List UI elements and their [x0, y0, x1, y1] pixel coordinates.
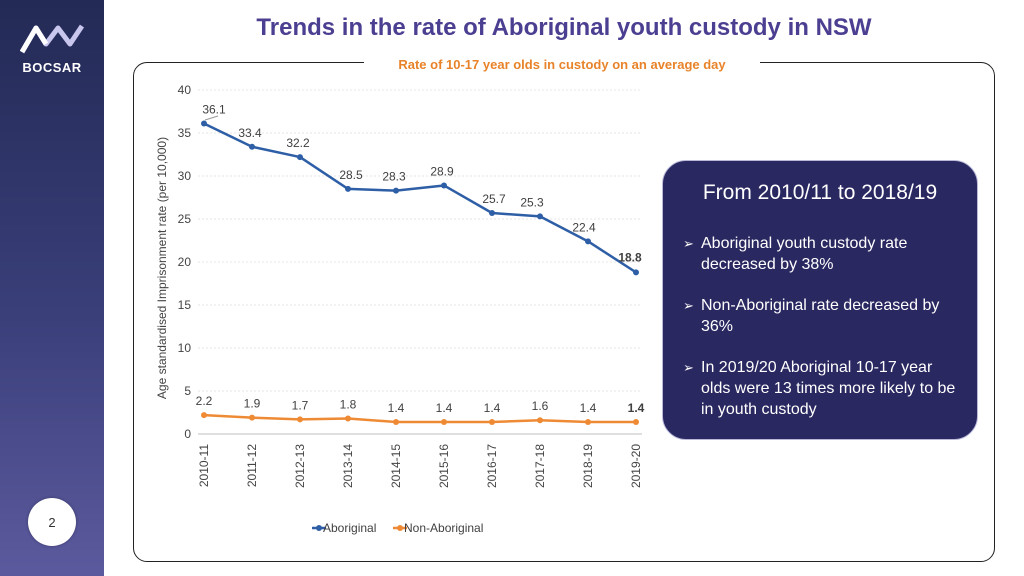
x-tick-label: 2018-19: [581, 444, 595, 488]
callout-heading: From 2010/11 to 2018/19: [702, 181, 938, 204]
data-label: 1.9: [244, 397, 261, 411]
data-point: [441, 182, 447, 189]
data-label: 22.4: [572, 220, 596, 234]
x-tick-label: 2010-11: [197, 444, 211, 487]
data-label: 18.8: [618, 250, 642, 264]
data-label: 36.1: [202, 103, 226, 117]
data-label: 2.2: [196, 394, 213, 408]
callout-list: ➢ Aboriginal youth custody rate decrease…: [683, 233, 963, 440]
sidebar: BOCSAR 2: [0, 0, 104, 576]
data-label: 25.7: [482, 192, 506, 206]
callout-bullet: ➢ In 2019/20 Aboriginal 10-17 year olds …: [683, 357, 963, 420]
series-line-0: [203, 122, 637, 274]
data-label: 1.4: [580, 401, 597, 415]
data-point: [249, 414, 255, 421]
data-label: 1.4: [388, 401, 405, 415]
y-tick-label: 30: [178, 169, 192, 183]
data-point: [537, 417, 543, 424]
legend-marker: [316, 525, 322, 531]
legend-label: Non-Aboriginal: [404, 521, 483, 535]
y-tick-label: 20: [178, 255, 192, 269]
data-label: 1.4: [436, 401, 453, 415]
data-label: 28.9: [430, 164, 454, 178]
y-tick-label: 10: [178, 341, 192, 355]
y-tick-label: 35: [178, 126, 192, 140]
page-number: 2: [28, 498, 76, 546]
x-tick-label: 2017-18: [533, 444, 547, 488]
data-point: [297, 416, 303, 423]
y-tick-label: 0: [184, 427, 191, 441]
data-label: 1.6: [532, 399, 549, 413]
callout-bullet: ➢ Non-Aboriginal rate decreased by 36%: [683, 295, 963, 337]
data-point: [393, 418, 399, 425]
data-point: [633, 418, 639, 425]
data-point: [393, 187, 399, 194]
data-label: 1.8: [340, 398, 357, 412]
data-label: 1.4: [484, 401, 501, 415]
data-point: [585, 418, 591, 425]
data-label: 1.7: [292, 398, 309, 412]
x-tick-label: 2019-20: [629, 444, 643, 488]
series-line-1: [203, 413, 636, 424]
data-point: [249, 143, 255, 150]
data-label: 1.4: [628, 401, 645, 415]
data-point: [489, 209, 495, 216]
callout-bullet: ➢ Aboriginal youth custody rate decrease…: [683, 233, 963, 275]
x-tick-label: 2016-17: [485, 444, 499, 488]
callout-bullet-text: Aboriginal youth custody rate decreased …: [701, 235, 908, 273]
y-axis-label: Age standardised Imprisonment rate (per …: [155, 137, 169, 399]
callout-bullet-text: In 2019/20 Aboriginal 10-17 year olds we…: [701, 359, 956, 418]
y-tick-label: 25: [178, 212, 192, 226]
data-point: [633, 269, 639, 276]
data-point: [345, 185, 351, 192]
x-tick-label: 2013-14: [341, 444, 355, 488]
x-tick-label: 2011-12: [245, 444, 259, 487]
logo-text: BOCSAR: [22, 60, 82, 75]
data-point: [201, 412, 207, 419]
data-point: [585, 238, 591, 245]
data-label: 28.3: [382, 170, 406, 184]
arrow-bullet-icon: ➢: [683, 360, 694, 375]
data-label: 33.4: [238, 126, 262, 140]
data-point: [441, 418, 447, 425]
legend-marker: [397, 525, 403, 531]
chart-subtitle: Rate of 10-17 year olds in custody on an…: [364, 57, 760, 72]
page-title: Trends in the rate of Aboriginal youth c…: [256, 14, 872, 41]
y-tick-label: 40: [178, 83, 192, 97]
y-tick-label: 15: [178, 298, 192, 312]
data-label: 28.5: [339, 168, 363, 182]
x-tick-label: 2012-13: [293, 444, 307, 488]
x-tick-label: 2014-15: [389, 444, 403, 488]
callout-bullet-text: Non-Aboriginal rate decreased by 36%: [701, 297, 940, 335]
data-point: [345, 415, 351, 422]
x-tick-label: 2015-16: [437, 444, 451, 488]
bocsar-logo-icon: [20, 24, 84, 54]
label-leader-line: [204, 115, 219, 121]
data-point: [297, 154, 303, 161]
data-point: [537, 213, 543, 220]
data-label: 25.3: [520, 195, 544, 209]
data-point: [201, 120, 207, 127]
legend-label: Aboriginal: [323, 521, 376, 535]
summary-callout: From 2010/11 to 2018/19 ➢ Aboriginal you…: [662, 160, 978, 440]
data-point: [489, 418, 495, 425]
arrow-bullet-icon: ➢: [683, 236, 694, 251]
data-label: 32.2: [286, 136, 310, 150]
arrow-bullet-icon: ➢: [683, 298, 694, 313]
y-tick-label: 5: [184, 384, 191, 398]
